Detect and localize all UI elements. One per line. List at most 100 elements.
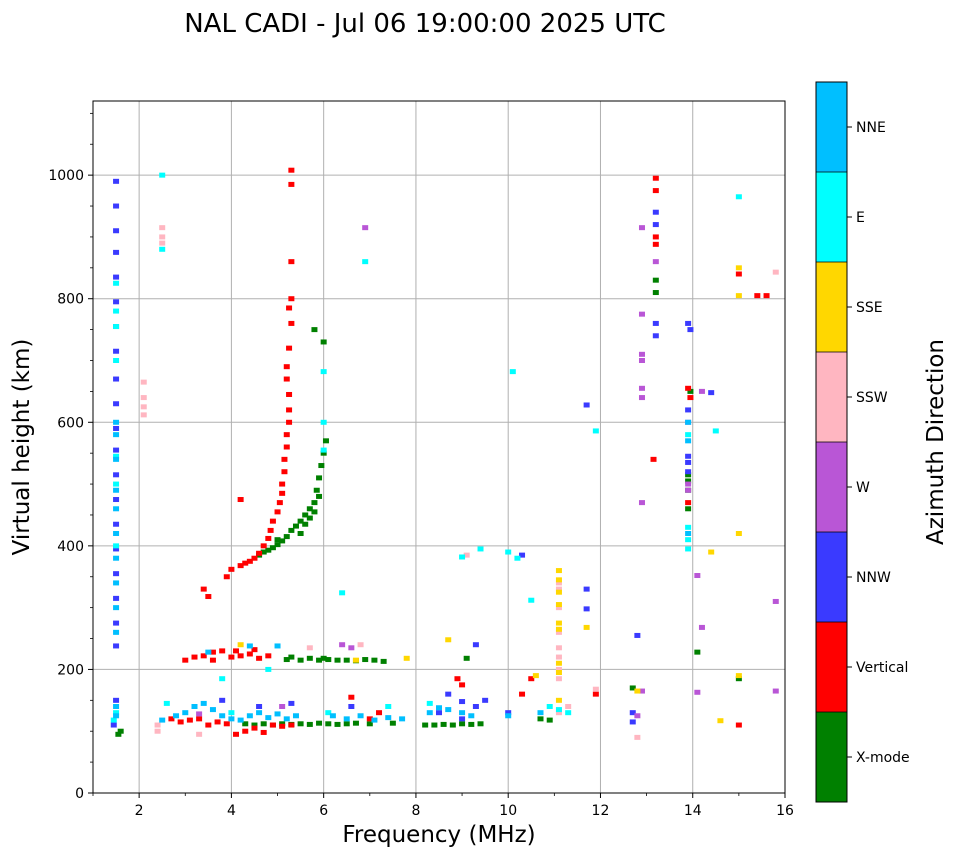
data-point <box>113 497 120 503</box>
y-tick-label: 1000 <box>48 168 84 184</box>
data-point <box>288 167 295 173</box>
data-point <box>638 395 645 401</box>
data-point <box>357 642 364 648</box>
data-point <box>182 657 189 663</box>
colorbar-tick-label: W <box>856 480 870 496</box>
data-point <box>565 704 572 709</box>
y-axis-label: Virtual height (km) <box>9 339 35 556</box>
data-point <box>269 722 276 728</box>
data-point <box>519 691 526 697</box>
data-point <box>468 721 475 727</box>
data-point <box>555 586 562 592</box>
data-point <box>113 521 120 527</box>
data-point <box>468 713 475 719</box>
data-point <box>555 645 562 651</box>
data-point <box>113 203 120 209</box>
data-point <box>583 586 590 592</box>
data-point <box>281 456 288 462</box>
data-point <box>652 222 659 228</box>
data-point <box>279 481 286 487</box>
data-point <box>320 655 327 661</box>
data-point <box>237 653 244 659</box>
data-point <box>246 713 253 719</box>
data-point <box>269 518 276 524</box>
data-point <box>200 653 207 659</box>
data-point <box>265 666 272 672</box>
data-point <box>113 447 120 453</box>
data-point <box>279 538 286 544</box>
data-point <box>260 543 267 549</box>
data-point <box>286 419 293 425</box>
data-point <box>283 716 290 722</box>
data-point <box>772 269 779 275</box>
data-point <box>694 573 701 579</box>
data-point <box>113 324 120 330</box>
data-point <box>555 710 562 716</box>
data-point <box>343 657 350 663</box>
data-point <box>316 720 323 726</box>
data-point <box>403 655 410 661</box>
data-point <box>182 710 189 716</box>
data-point <box>209 707 216 713</box>
data-point <box>652 188 659 194</box>
data-point <box>286 407 293 413</box>
colorbar-segment <box>816 82 847 172</box>
data-point <box>159 225 166 231</box>
data-point <box>638 500 645 506</box>
data-point <box>113 704 120 709</box>
data-point <box>772 688 779 694</box>
data-point <box>113 358 120 363</box>
data-point <box>449 722 456 728</box>
data-point <box>445 691 452 697</box>
data-point <box>113 697 120 703</box>
x-tick-label: 14 <box>684 803 702 819</box>
data-point <box>537 716 544 722</box>
data-point <box>583 606 590 612</box>
data-point <box>316 475 323 481</box>
data-point <box>219 713 226 719</box>
x-tick-label: 10 <box>499 803 517 819</box>
data-point <box>260 721 267 727</box>
data-point <box>629 685 636 691</box>
data-point <box>265 535 272 541</box>
data-point <box>283 432 290 438</box>
data-point <box>316 657 323 663</box>
data-point <box>113 487 120 493</box>
data-point <box>555 620 562 626</box>
colorbar-segment <box>816 352 847 442</box>
data-point <box>362 657 369 663</box>
data-point <box>288 700 295 706</box>
data-point <box>113 456 120 462</box>
data-point <box>279 490 286 496</box>
data-point <box>555 605 562 611</box>
data-point <box>763 293 770 299</box>
data-point <box>209 649 216 655</box>
colorbar-segment <box>816 532 847 622</box>
data-point <box>431 722 438 728</box>
data-point <box>320 339 327 345</box>
data-point <box>685 531 692 536</box>
data-point <box>113 571 120 577</box>
data-point <box>228 716 235 722</box>
data-point <box>311 500 318 506</box>
data-point <box>638 225 645 231</box>
data-point <box>113 178 120 184</box>
grid-lines <box>93 101 785 793</box>
data-point <box>113 713 120 719</box>
data-point <box>205 649 212 655</box>
x-tick-label: 2 <box>135 803 144 819</box>
data-point <box>297 657 304 663</box>
data-point <box>283 444 290 450</box>
colorbar-tick-label: SSW <box>856 390 888 406</box>
data-point <box>459 716 466 722</box>
data-point <box>555 626 562 632</box>
data-point <box>717 718 724 724</box>
y-tick-label: 600 <box>57 415 84 431</box>
data-point <box>283 364 290 370</box>
data-point <box>223 574 230 580</box>
data-point <box>366 721 373 727</box>
data-point <box>698 388 705 394</box>
data-point <box>638 351 645 357</box>
data-point <box>371 657 378 663</box>
data-point <box>113 419 120 425</box>
